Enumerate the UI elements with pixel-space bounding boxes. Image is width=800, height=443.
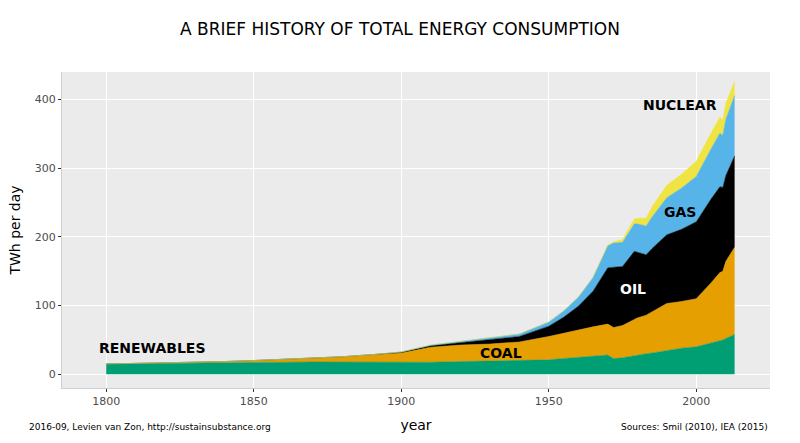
svg-text:300: 300 xyxy=(35,162,56,175)
svg-text:200: 200 xyxy=(35,231,56,244)
svg-text:A BRIEF HISTORY OF TOTAL ENERG: A BRIEF HISTORY OF TOTAL ENERGY CONSUMPT… xyxy=(180,19,620,39)
svg-text:RENEWABLES: RENEWABLES xyxy=(99,340,206,356)
svg-text:0: 0 xyxy=(49,368,56,381)
svg-text:GAS: GAS xyxy=(664,204,696,220)
svg-text:400: 400 xyxy=(35,93,56,106)
svg-text:1850: 1850 xyxy=(240,395,268,408)
svg-text:1950: 1950 xyxy=(535,395,563,408)
svg-text:COAL: COAL xyxy=(480,345,522,361)
svg-text:TWh per day: TWh per day xyxy=(7,185,23,275)
svg-text:Sources: Smil (2010), IEA (201: Sources: Smil (2010), IEA (2015) xyxy=(621,422,768,432)
svg-text:2000: 2000 xyxy=(682,395,710,408)
svg-text:2016-09, Levien van Zon, http:: 2016-09, Levien van Zon, http://sustains… xyxy=(29,422,271,432)
svg-text:year: year xyxy=(400,417,431,433)
svg-text:1800: 1800 xyxy=(92,395,120,408)
svg-text:OIL: OIL xyxy=(620,281,646,297)
svg-text:NUCLEAR: NUCLEAR xyxy=(643,97,717,113)
svg-text:100: 100 xyxy=(35,299,56,312)
svg-text:1900: 1900 xyxy=(387,395,415,408)
